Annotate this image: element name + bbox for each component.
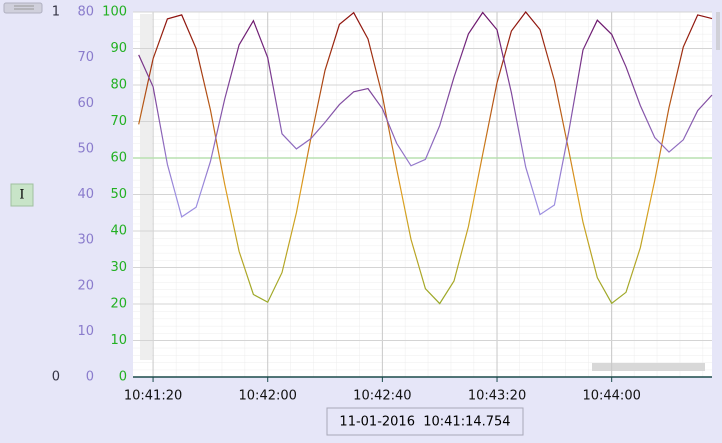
- y2-tick-label: 50: [77, 141, 94, 156]
- y-tick-label: 30: [110, 260, 127, 275]
- left-strip: [140, 14, 152, 360]
- y2-tick-label: 60: [77, 96, 94, 111]
- y-tick-label: 70: [110, 114, 127, 129]
- y2-tick-label: 30: [77, 233, 94, 248]
- y-tick-label: 60: [110, 151, 127, 166]
- timestamp: 11-01-2016 10:41:14.754: [339, 415, 510, 430]
- y-tick-label: 80: [110, 78, 127, 93]
- series-line: [138, 11, 713, 218]
- x-tick-label: 10:42:40: [353, 389, 411, 404]
- scrollbar[interactable]: [592, 363, 705, 371]
- y-tick-label: 0: [119, 370, 127, 385]
- panel-tab[interactable]: [3, 2, 43, 14]
- x-tick-label: 10:44:00: [582, 389, 640, 404]
- y2-tick-label: 40: [77, 187, 94, 202]
- y3-tick-label: 0: [52, 370, 60, 385]
- y2-tick-label: 0: [86, 370, 94, 385]
- y-tick-label: 50: [110, 187, 127, 202]
- y2-tick-label: 10: [77, 324, 94, 339]
- y2-tick-label: 70: [77, 50, 94, 65]
- x-tick-label: 10:42:00: [239, 389, 297, 404]
- y2-tick-label: 80: [77, 5, 94, 20]
- y-tick-label: 20: [110, 297, 127, 312]
- y2-tick-label: 20: [77, 278, 94, 293]
- x-tick-label: 10:41:20: [124, 389, 182, 404]
- series-line: [138, 11, 713, 305]
- y-tick-label: 10: [110, 333, 127, 348]
- cursor-button[interactable]: [10, 183, 34, 207]
- x-tick-label: 10:43:20: [468, 389, 526, 404]
- timestamp-box: [326, 407, 524, 436]
- vscroll[interactable]: [716, 12, 720, 50]
- y-tick-label: 90: [110, 41, 127, 56]
- cursor-button-label: I: [19, 188, 24, 203]
- y-tick-label: 40: [110, 224, 127, 239]
- y3-tick-label: 1: [52, 5, 60, 20]
- y-tick-label: 100: [102, 5, 127, 20]
